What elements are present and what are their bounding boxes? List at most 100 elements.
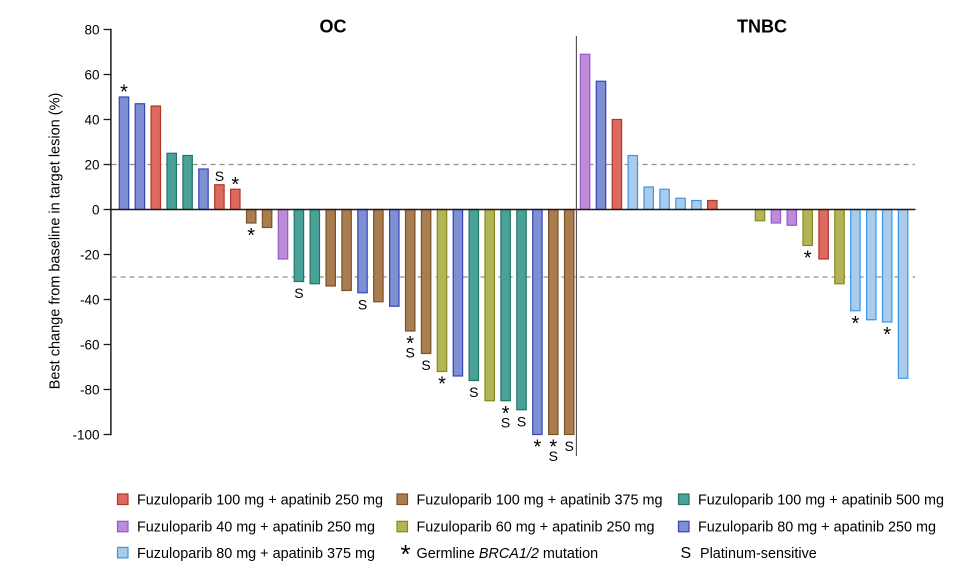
- bar-oc-27: [532, 208, 543, 436]
- bar-tnbc-19: [897, 208, 909, 379]
- y-tick-label: 40: [84, 112, 99, 127]
- bar-annotations-layer: *S **SS*SS* S*S S* *SS***: [120, 82, 891, 465]
- y-tick-label: -60: [80, 337, 100, 352]
- brca-marker: *: [438, 374, 446, 396]
- legend-label-f100a500: Fuzuloparib 100 mg + apatinib 500 mg: [698, 492, 944, 508]
- platinum-marker: S: [565, 438, 574, 454]
- bar-tnbc-13: [802, 208, 813, 247]
- legend-label-platinum-sensitive: Platinum-sensitive: [700, 546, 817, 562]
- legend-platinum-s-icon: S: [681, 545, 692, 562]
- legend-brca-gene-italic: BRCA1/2: [479, 546, 539, 562]
- bar-tnbc-15: [834, 208, 845, 285]
- bar-tnbc-9: [706, 199, 718, 211]
- bar-tnbc-18: [881, 208, 893, 323]
- platinum-marker: S: [294, 285, 303, 301]
- bar-tnbc-10: [754, 208, 766, 222]
- bars-layer: [118, 53, 909, 436]
- platinum-marker: S: [517, 413, 526, 429]
- bar-oc-26: [516, 208, 527, 411]
- panel-titles-layer: OC TNBC: [320, 17, 788, 37]
- bar-tnbc-3: [611, 118, 623, 211]
- brca-marker: *: [247, 225, 255, 247]
- y-tick-label: -100: [72, 427, 99, 442]
- platinum-marker: S: [358, 296, 367, 312]
- reference-lines-layer: [111, 163, 915, 278]
- y-axis-title: Best change from baseline in target lesi…: [47, 93, 63, 390]
- bar-oc-19: [404, 208, 416, 332]
- bar-oc-21: [436, 208, 448, 373]
- bar-oc-11: [277, 208, 289, 260]
- bar-tnbc-14: [818, 208, 829, 260]
- bar-oc-7: [214, 184, 225, 211]
- y-tick-label: 20: [84, 157, 99, 172]
- bar-tnbc-8: [691, 199, 702, 211]
- brca-marker: *: [406, 333, 414, 355]
- bar-oc-1: [118, 96, 130, 211]
- bar-oc-25: [500, 208, 511, 402]
- panel-title-oc: OC: [320, 17, 347, 37]
- legend-swatch-f60a250: [396, 520, 409, 533]
- bar-tnbc-5: [643, 186, 654, 211]
- legend-brca-asterisk-icon: *: [400, 539, 410, 569]
- bar-oc-28: [547, 208, 559, 436]
- legend-label-f60a250: Fuzuloparib 60 mg + apatinib 250 mg: [417, 520, 655, 536]
- bar-oc-15: [341, 208, 352, 292]
- bar-oc-16: [357, 208, 368, 294]
- brca-marker: *: [804, 248, 812, 270]
- platinum-marker: S: [549, 448, 558, 464]
- axes-layer: Best change from baseline in target lesi…: [47, 22, 916, 456]
- y-tick-label: -80: [80, 382, 100, 397]
- platinum-marker: S: [215, 168, 224, 184]
- bar-oc-18: [389, 208, 400, 307]
- bar-tnbc-7: [675, 197, 686, 211]
- bar-oc-5: [182, 154, 193, 211]
- y-tick-label: 0: [92, 202, 100, 217]
- bar-tnbc-16: [850, 208, 861, 312]
- legend-layer: Fuzuloparib 100 mg + apatinib 250 mg Fuzu…: [116, 492, 944, 569]
- legend-label-f80a375: Fuzuloparib 80 mg + apatinib 375 mg: [137, 546, 375, 562]
- platinum-marker: S: [421, 357, 430, 373]
- bar-oc-14: [325, 208, 336, 287]
- bar-oc-6: [198, 168, 209, 211]
- bar-oc-22: [452, 208, 464, 377]
- brca-marker: *: [883, 324, 891, 346]
- platinum-marker: S: [406, 345, 415, 361]
- legend-swatch-f80a375: [116, 546, 129, 559]
- legend-label-f100a250: Fuzuloparib 100 mg + apatinib 250 mg: [137, 492, 383, 508]
- bar-oc-10: [261, 208, 273, 229]
- bar-tnbc-1: [579, 53, 591, 211]
- y-tick-label: -20: [80, 247, 100, 262]
- bar-oc-17: [373, 208, 384, 303]
- brca-marker: *: [502, 403, 510, 425]
- bar-oc-23: [468, 208, 480, 382]
- bar-oc-12: [293, 208, 305, 283]
- legend-label-brca-mutation: Germline BRCA1/2 mutation: [417, 546, 599, 562]
- brca-marker: *: [852, 313, 860, 335]
- bar-oc-2: [134, 103, 146, 211]
- legend-brca-label-suffix: mutation: [539, 546, 598, 562]
- bar-oc-4: [166, 152, 177, 211]
- legend-swatch-f80a250: [677, 520, 690, 533]
- legend-label-f40a250: Fuzuloparib 40 mg + apatinib 250 mg: [137, 520, 375, 536]
- bar-oc-20: [420, 208, 432, 355]
- bar-tnbc-6: [659, 188, 670, 211]
- bar-oc-24: [484, 208, 495, 402]
- bar-tnbc-17: [865, 208, 877, 321]
- bar-tnbc-11: [770, 208, 782, 224]
- legend-swatch-f100a375: [396, 493, 409, 506]
- y-tick-label: -40: [80, 292, 100, 307]
- bar-tnbc-12: [786, 208, 798, 226]
- legend-swatch-f100a250: [116, 493, 129, 506]
- panel-title-tnbc: TNBC: [737, 17, 787, 37]
- platinum-marker: S: [501, 414, 510, 430]
- brca-marker: *: [120, 82, 128, 104]
- legend-swatch-f40a250: [116, 520, 129, 533]
- brca-marker: *: [231, 174, 239, 196]
- legend-brca-label-prefix: Germline: [417, 546, 479, 562]
- legend-label-f80a250: Fuzuloparib 80 mg + apatinib 250 mg: [698, 520, 936, 536]
- brca-marker: *: [549, 437, 557, 459]
- bar-oc-3: [150, 105, 162, 211]
- platinum-marker: S: [469, 384, 478, 400]
- bar-oc-29: [563, 208, 575, 436]
